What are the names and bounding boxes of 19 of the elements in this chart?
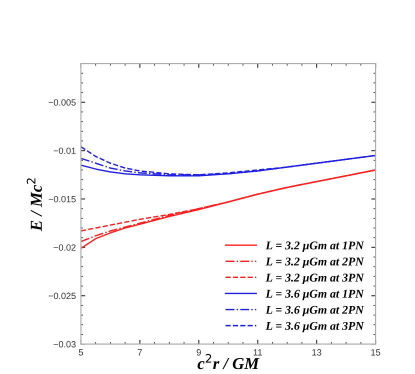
y-tick-label: −0.015 [48, 196, 76, 202]
legend-label: L = 3.6 μGm at 2PN [266, 306, 364, 316]
y-tick-label: −0.02 [54, 244, 76, 251]
y-tick-label: −0.025 [48, 292, 76, 300]
x-tick-label: 11 [254, 349, 262, 356]
legend-label: L = 3.2 μGm at 1PN [266, 241, 364, 252]
y-axis-title: E / Mc$^{2}$ [26, 178, 42, 232]
legend-label: L = 3.6 μGm at 3PN [266, 322, 364, 332]
legend-label: L = 3.2 μGm at 3PN [266, 274, 364, 284]
y-tick-label: −0.01 [54, 148, 76, 154]
x-tick-label: 13 [312, 349, 322, 356]
y-tick-label: −0.005 [48, 99, 76, 106]
x-tick-label: 15 [371, 349, 380, 356]
x-tick-label: 7 [138, 349, 142, 356]
legend-label: L = 3.6 μGm at 1PN [266, 290, 364, 300]
x-tick-label: 5 [78, 349, 84, 356]
legend-label: L = 3.2 μGm at 2PN [266, 258, 364, 268]
x-tick-label: 9 [196, 349, 201, 356]
y-tick-label: −0.03 [54, 341, 76, 348]
